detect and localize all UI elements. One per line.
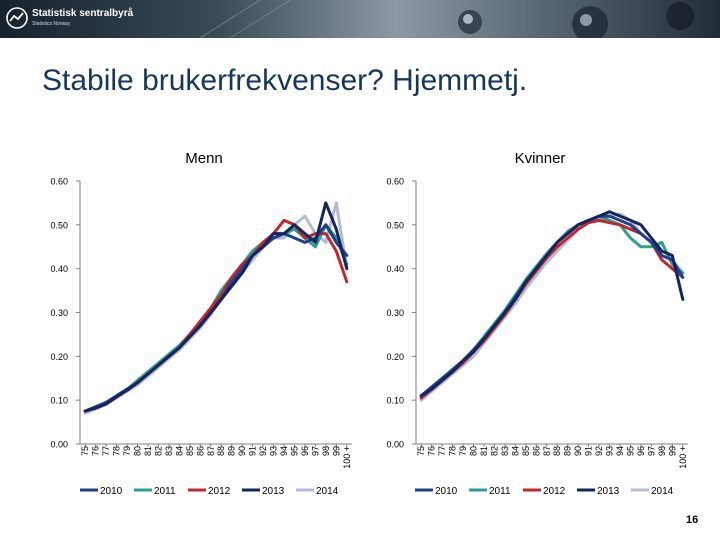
- x-tick-label: 97: [310, 446, 320, 456]
- x-tick-label: 90: [237, 446, 247, 456]
- x-tick-label: 85: [185, 446, 195, 456]
- x-tick-label: 98: [657, 446, 667, 456]
- x-tick-label: 88: [216, 446, 226, 456]
- x-tick-label: 90: [573, 446, 583, 456]
- legend-label-2013: 2013: [262, 486, 285, 497]
- x-tick-label: 97: [646, 446, 656, 456]
- x-tick-label: 94: [279, 446, 289, 456]
- series-line-2013: [83, 201, 349, 413]
- y-tick-label: 0.40: [50, 264, 68, 274]
- x-tick-label: 95: [289, 446, 299, 456]
- x-tick-label: 84: [174, 446, 184, 456]
- x-tick-label: 87: [206, 446, 216, 456]
- page-title: Stabile brukerfrekvenser? Hjemmetj.: [42, 64, 528, 97]
- legend-label-2013: 2013: [597, 486, 620, 497]
- chart-title: Kvinner: [515, 150, 566, 167]
- y-tick-label: 0.50: [50, 220, 68, 230]
- x-tick-label: 85: [521, 446, 531, 456]
- x-tick-label: 76: [427, 446, 437, 456]
- y-tick-label: 0.50: [386, 220, 404, 230]
- legend-label-2011: 2011: [154, 486, 176, 497]
- y-tick-label: 0.10: [50, 396, 68, 406]
- y-tick-label: 0.10: [386, 396, 404, 406]
- legend-label-2011: 2011: [489, 486, 511, 497]
- series-line-2012: [83, 218, 349, 413]
- page-number: 16: [686, 514, 699, 526]
- x-tick-label: 92: [594, 446, 604, 456]
- header-banner: Statistisk sentralbyrå Statistics Norway: [0, 0, 720, 38]
- y-tick-label: 0.00: [50, 440, 68, 450]
- x-tick-label: 94: [615, 446, 625, 456]
- x-tick-label: 80: [133, 446, 143, 456]
- x-tick-label: 82: [153, 446, 163, 456]
- x-tick-label: 99: [331, 446, 341, 456]
- x-tick-label: 75: [416, 446, 426, 456]
- x-tick-label: 81: [479, 446, 489, 456]
- x-tick-label: 89: [563, 446, 573, 456]
- y-tick-label: 0.40: [386, 264, 404, 274]
- logo-subtext: Statistics Norway: [32, 21, 71, 27]
- x-tick-label: 76: [91, 446, 101, 456]
- y-tick-label: 0.60: [386, 177, 404, 187]
- legend-label-2010: 2010: [435, 486, 458, 497]
- x-tick-label: 79: [122, 446, 132, 456]
- x-tick-label: 88: [552, 446, 562, 456]
- legend-label-2012: 2012: [208, 486, 231, 497]
- x-tick-label: 95: [625, 446, 635, 456]
- x-tick-label: 84: [510, 446, 520, 456]
- x-tick-label: 93: [269, 446, 279, 456]
- x-tick-label: 78: [448, 446, 458, 456]
- y-tick-label: 0.60: [50, 177, 68, 187]
- x-tick-label: 100 +: [342, 446, 352, 469]
- series-line-2014: [419, 212, 685, 402]
- x-tick-label: 91: [248, 446, 258, 456]
- chart-title: Menn: [185, 150, 223, 167]
- x-tick-label: 86: [531, 446, 541, 456]
- x-tick-label: 75: [80, 446, 90, 456]
- x-tick-label: 83: [500, 446, 510, 456]
- legend-label-2014: 2014: [316, 486, 339, 497]
- x-tick-label: 99: [667, 446, 677, 456]
- x-tick-label: 82: [489, 446, 499, 456]
- x-tick-label: 80: [469, 446, 479, 456]
- x-tick-label: 89: [227, 446, 237, 456]
- y-tick-label: 0.30: [50, 308, 68, 318]
- x-tick-label: 96: [300, 446, 310, 456]
- legend-label-2014: 2014: [651, 486, 674, 497]
- series-line-2011: [83, 223, 349, 413]
- x-tick-label: 100 +: [678, 446, 688, 469]
- x-tick-label: 93: [605, 446, 615, 456]
- y-tick-label: 0.20: [386, 352, 404, 362]
- ssb-logo-icon: [6, 7, 28, 29]
- x-tick-label: 78: [112, 446, 122, 456]
- logo-text: Statistisk sentralbyrå: [32, 8, 134, 19]
- x-tick-label: 81: [143, 446, 153, 456]
- x-tick-label: 86: [195, 446, 205, 456]
- legend-label-2010: 2010: [100, 486, 123, 497]
- x-tick-label: 91: [584, 446, 594, 456]
- y-tick-label: 0.20: [50, 352, 68, 362]
- x-tick-label: 87: [542, 446, 552, 456]
- x-tick-label: 77: [437, 446, 447, 456]
- x-tick-label: 77: [101, 446, 111, 456]
- banner-background-image: [199, 0, 694, 38]
- x-tick-label: 79: [458, 446, 468, 456]
- series-line-2013: [419, 210, 685, 398]
- series-line-2010: [83, 223, 349, 413]
- x-tick-label: 96: [636, 446, 646, 456]
- chart-0: Menn 0.00 0.10 0.20 0.30 0.40 0.50 0.60 75 76 77 78…: [50, 150, 352, 497]
- y-tick-label: 0.00: [386, 440, 404, 450]
- x-tick-label: 83: [164, 446, 174, 456]
- legend-label-2012: 2012: [543, 486, 566, 497]
- y-tick-label: 0.30: [386, 308, 404, 318]
- x-tick-label: 92: [258, 446, 268, 456]
- x-tick-label: 98: [321, 446, 331, 456]
